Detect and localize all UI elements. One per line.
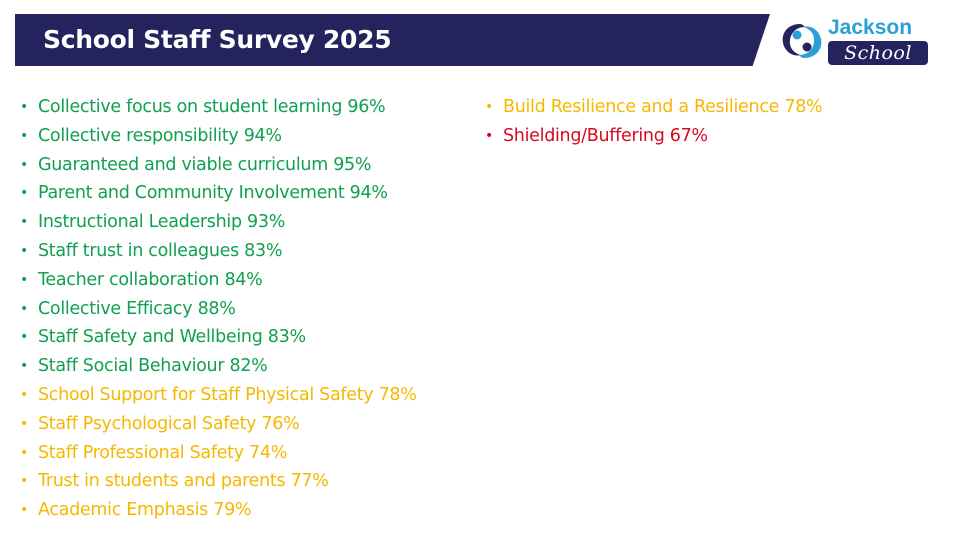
bullet-icon: • [20,502,28,519]
bullet-icon: • [20,329,28,346]
survey-result-item: • Collective responsibility 94% [16,122,417,151]
bullet-icon: • [20,156,28,173]
survey-result-item: • Shielding/Buffering 67% [481,122,822,151]
page-title: School Staff Survey 2025 [43,25,392,54]
bullet-icon: • [20,386,28,403]
survey-result-label: Collective focus on student learning 96% [38,97,386,117]
survey-result-label: Parent and Community Involvement 94% [38,183,388,204]
survey-result-label: Staff Social Behaviour 82% [38,356,268,377]
survey-results-right-list: • Build Resilience and a Resilience 78% • S… [481,93,823,151]
survey-result-item: • Build Resilience and a Resilience 78% [481,93,823,122]
bullet-icon: • [20,444,28,461]
bullet-icon: • [20,271,28,288]
survey-result-item: • Staff Professional Safety 74% [16,439,417,468]
bullet-icon: • [485,99,493,115]
survey-result-label: Instructional Leadership 93% [38,212,286,233]
bullet-icon: • [20,242,28,259]
survey-result-label: Staff Psychological Safety 76% [38,413,300,434]
bullet-icon: • [20,185,28,202]
title-bar: School Staff Survey 2025 [15,14,770,66]
survey-result-item: • Staff Safety and Wellbeing 83% [16,323,417,352]
survey-result-item: • Trust in students and parents 77% [16,467,417,496]
logo-text-school: School [828,41,928,65]
survey-result-item: • Teacher collaboration 84% [16,266,417,295]
survey-result-label: Academic Emphasis 79% [38,500,252,521]
survey-result-item: • Guaranteed and viable curriculum 95% [16,151,417,180]
bullet-icon: • [485,127,493,144]
survey-results-left-list: • Collective focus on student learning 96… [16,93,417,525]
survey-result-label: Teacher collaboration 84% [38,269,263,290]
survey-result-label: Shielding/Buffering 67% [503,125,708,146]
survey-result-item: • Academic Emphasis 79% [16,496,417,525]
bullet-icon: • [20,415,28,432]
survey-result-item: • Staff trust in colleagues 83% [16,237,417,266]
bullet-icon: • [20,473,28,490]
survey-result-item: • Collective Efficacy 88% [16,295,417,324]
survey-result-item: • Instructional Leadership 93% [16,208,417,237]
survey-result-label: Build Resilience and a Resilience 78% [503,97,823,117]
survey-result-label: School Support for Staff Physical Safety… [38,384,417,405]
survey-result-label: Trust in students and parents 77% [38,471,329,492]
survey-result-item: • Staff Psychological Safety 76% [16,410,417,439]
survey-result-item: • Parent and Community Involvement 94% [16,179,417,208]
survey-result-label: Collective responsibility 94% [38,125,282,146]
logo-text-jackson: Jackson [828,16,913,39]
survey-result-item: • Collective focus on student learning 96… [16,93,417,122]
survey-result-label: Staff trust in colleagues 83% [38,240,283,261]
survey-result-label: Staff Safety and Wellbeing 83% [38,327,306,348]
survey-result-item: • School Support for Staff Physical Safet… [16,381,417,410]
bullet-icon: • [20,358,28,375]
bullet-icon: • [20,127,28,144]
school-logo: Jackson School [778,16,932,68]
survey-result-label: Collective Efficacy 88% [38,298,236,319]
survey-result-item: • Staff Social Behaviour 82% [16,352,417,381]
bullet-icon: • [20,99,28,115]
bullet-icon: • [20,300,28,317]
jackson-school-swirl-icon [782,24,822,58]
survey-result-label: Guaranteed and viable curriculum 95% [38,154,372,175]
bullet-icon: • [20,214,28,231]
survey-result-label: Staff Professional Safety 74% [38,442,288,463]
